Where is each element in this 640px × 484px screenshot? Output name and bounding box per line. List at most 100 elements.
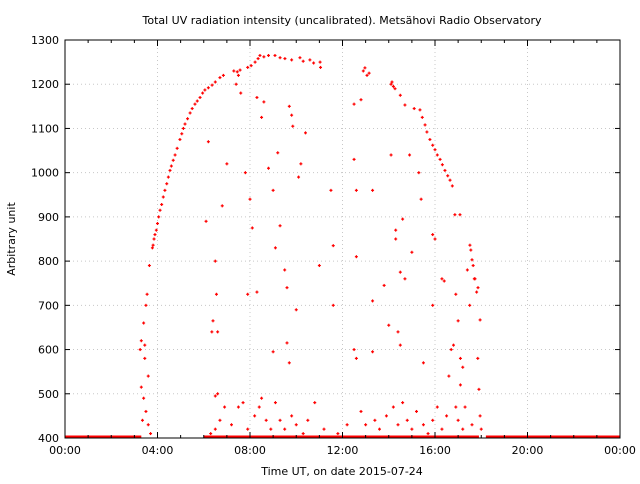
y-tick-label: 1300 <box>31 34 59 47</box>
y-tick-label: 800 <box>38 255 59 268</box>
envelope-point <box>319 65 323 69</box>
scatter-point <box>475 290 479 294</box>
envelope-point <box>438 157 442 161</box>
scatter-point <box>223 405 227 409</box>
scatter-point <box>216 330 220 334</box>
y-tick-label: 1000 <box>31 167 59 180</box>
scatter-point <box>449 348 453 352</box>
envelope-point <box>469 248 473 252</box>
scatter-point <box>458 383 462 387</box>
scatter-point <box>331 303 335 307</box>
scatter-point <box>264 418 268 422</box>
scatter-point <box>447 374 451 378</box>
scatter-point <box>146 423 150 427</box>
grid-lines <box>65 40 620 438</box>
envelope-point <box>367 71 371 75</box>
scatter-point <box>359 98 363 102</box>
scatter-point <box>456 418 460 422</box>
envelope-point <box>175 146 179 150</box>
envelope-point <box>398 93 402 97</box>
envelope-point <box>195 99 199 103</box>
envelope-point <box>278 56 282 60</box>
scatter-point <box>371 299 375 303</box>
scatter-point <box>214 292 218 296</box>
scatter-point <box>304 131 307 135</box>
scatter-point <box>463 405 467 409</box>
scatter-point <box>373 418 377 422</box>
envelope-point <box>363 66 367 70</box>
scatter-point <box>458 356 462 360</box>
scatter-point <box>396 330 400 334</box>
envelope-point <box>258 53 262 57</box>
envelope-point <box>256 57 260 61</box>
envelope-point <box>213 80 217 84</box>
scatter-point <box>465 268 469 272</box>
envelope-point <box>160 203 164 207</box>
data-points <box>65 53 620 439</box>
scatter-point <box>352 157 356 161</box>
envelope-point <box>433 148 437 152</box>
scatter-point <box>142 396 146 400</box>
scatter-point <box>283 427 287 431</box>
x-tick-label: 04:00 <box>142 444 174 457</box>
scatter-point <box>147 264 151 268</box>
envelope-point <box>156 222 159 226</box>
envelope-point <box>425 130 429 134</box>
scatter-point <box>454 405 458 409</box>
envelope-point <box>393 87 397 91</box>
envelope-point <box>440 163 444 167</box>
y-tick-label: 700 <box>38 299 59 312</box>
scatter-point <box>143 343 147 347</box>
scatter-point <box>273 401 277 405</box>
scatter-point <box>322 427 326 431</box>
envelope-point <box>190 107 194 111</box>
scatter-point <box>331 244 335 248</box>
scatter-point <box>290 113 294 117</box>
chart-title: Total UV radiation intensity (uncalibrat… <box>142 14 542 27</box>
scatter-point <box>419 197 423 201</box>
scatter-point <box>421 361 425 365</box>
scatter-point <box>139 385 143 389</box>
scatter-point <box>454 292 458 296</box>
scatter-point <box>398 343 402 347</box>
scatter-point <box>440 277 444 281</box>
scatter-point <box>426 432 430 436</box>
envelope-point <box>420 115 424 119</box>
envelope-point <box>206 86 210 90</box>
envelope-point <box>166 175 170 179</box>
envelope-point <box>435 153 439 157</box>
envelope-point <box>253 60 257 64</box>
scatter-point <box>391 405 395 409</box>
scatter-point <box>276 151 280 155</box>
envelope-point <box>152 237 156 241</box>
scatter-point <box>435 405 439 409</box>
scatter-point <box>287 361 291 365</box>
envelope-point <box>298 56 302 60</box>
envelope-point <box>210 83 214 87</box>
scatter-point <box>431 418 435 422</box>
scatter-point <box>345 423 349 427</box>
envelope-point <box>232 69 236 73</box>
scatter-point <box>431 233 435 237</box>
envelope-point <box>301 59 305 63</box>
scatter-point <box>234 82 238 86</box>
scatter-point <box>204 219 208 223</box>
envelope-point <box>181 126 185 130</box>
x-tick-label: 00:00 <box>49 444 81 457</box>
scatter-point <box>317 264 321 268</box>
scatter-point <box>246 292 250 296</box>
envelope-point <box>161 195 165 199</box>
scatter-point <box>389 153 393 157</box>
scatter-point <box>146 374 150 378</box>
scatter-point <box>299 162 303 166</box>
scatter-point <box>387 323 391 327</box>
x-tick-label: 08:00 <box>234 444 266 457</box>
envelope-point <box>318 60 322 64</box>
scatter-point <box>472 277 476 281</box>
envelope-point <box>153 233 157 237</box>
envelope-point <box>308 58 312 62</box>
scatter-point <box>468 303 472 307</box>
scatter-point <box>241 401 245 405</box>
scatter-point <box>452 343 455 347</box>
scatter-point <box>230 423 233 427</box>
